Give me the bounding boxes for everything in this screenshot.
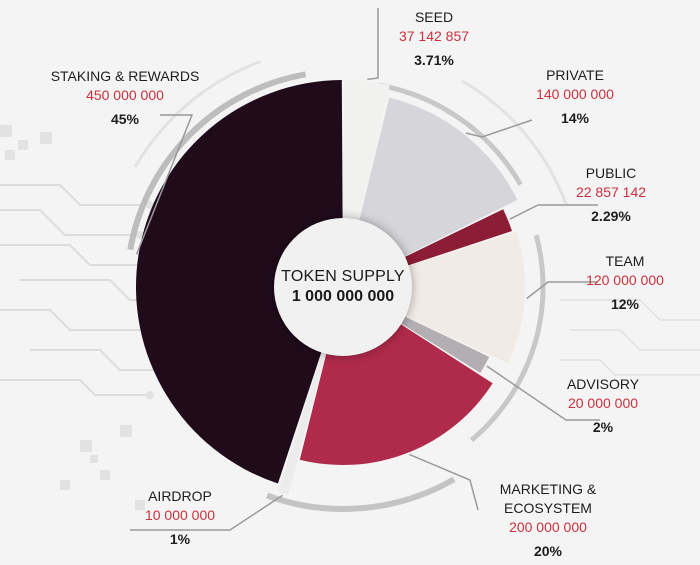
leader-line: [130, 494, 283, 531]
slice-percent: 3.71%: [414, 52, 454, 68]
pie-slice-staking-rewards: [135, 80, 343, 484]
leader-line: [486, 365, 600, 421]
slice-amount: 450 000 000: [86, 87, 164, 103]
slice-amount: 37 142 857: [398, 28, 470, 44]
slice-name: TEAM: [605, 253, 645, 269]
slice-amount: 140 000 000: [536, 86, 614, 102]
decorative-ring-arc: [378, 82, 523, 186]
leader-line: [526, 281, 598, 300]
slice-percent: 12%: [610, 296, 640, 312]
leader-line: [409, 453, 479, 511]
pie-slice-team: [343, 231, 525, 364]
slice-percent: 20%: [533, 543, 563, 559]
slice-name: PRIVATE: [546, 67, 604, 83]
center-value: 1 000 000 000: [291, 288, 395, 305]
label-public: PUBLIC 22 857 142 2.29%: [556, 164, 666, 226]
decorative-ring-arc: [133, 60, 262, 168]
center-hub: TOKEN SUPPLY 1 000 000 000: [274, 218, 412, 356]
slice-percent: 45%: [110, 111, 140, 127]
label-seed: SEED 37 142 857 3.71%: [389, 8, 479, 70]
slice-name: SEED: [414, 9, 454, 25]
label-airdrop: AIRDROP 10 000 000 1%: [130, 487, 230, 549]
slice-amount: 120 000 000: [586, 272, 664, 288]
label-private: PRIVATE 140 000 000 14%: [520, 66, 630, 128]
leader-line: [465, 119, 533, 138]
leader-line: [509, 204, 598, 220]
slice-amount: 200 000 000: [509, 519, 587, 535]
slice-name: MARKETING & ECOSYSTEM: [499, 481, 597, 516]
slice-percent: 2%: [592, 419, 614, 435]
decorative-ring-arc: [469, 234, 546, 443]
leader-line: [135, 114, 194, 255]
label-marketing: MARKETING & ECOSYSTEM 200 000 000 20%: [478, 480, 618, 561]
slice-amount: 20 000 000: [567, 395, 639, 411]
slice-percent: 2.29%: [591, 208, 631, 224]
decorative-ring-arc: [127, 71, 307, 251]
slice-percent: 14%: [560, 110, 590, 126]
decorative-ring-arc: [461, 79, 569, 207]
slice-amount: 10 000 000: [144, 507, 216, 523]
slice-name: PUBLIC: [585, 165, 637, 181]
center-title: TOKEN SUPPLY: [281, 268, 405, 285]
slice-name: ADVISORY: [566, 376, 640, 392]
slice-percent: 1%: [169, 531, 191, 547]
slice-amount: 22 857 142: [575, 184, 647, 200]
decorative-ring-arc: [266, 476, 456, 512]
leader-line: [367, 8, 379, 81]
slice-name: AIRDROP: [148, 488, 212, 504]
label-staking-rewards: STAKING & REWARDS 450 000 000 45%: [40, 67, 210, 129]
label-team: TEAM 120 000 000 12%: [570, 252, 680, 314]
slice-name: STAKING & REWARDS: [50, 68, 200, 84]
label-advisory: ADVISORY 20 000 000 2%: [548, 375, 658, 437]
